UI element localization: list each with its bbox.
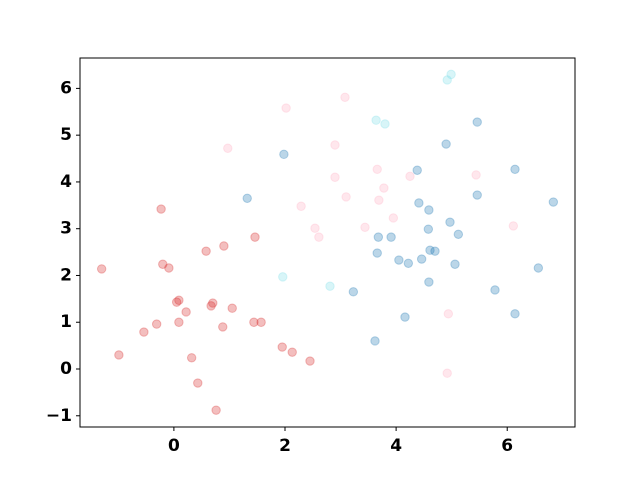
point [508, 221, 519, 231]
x-tick-label: 0 [168, 436, 180, 456]
point [227, 303, 237, 313]
point [174, 317, 184, 327]
point [379, 183, 389, 193]
point [403, 258, 414, 269]
point [374, 195, 384, 205]
point [533, 263, 544, 273]
point [305, 356, 315, 366]
point [442, 368, 452, 378]
point [249, 317, 259, 327]
point [472, 190, 482, 200]
y-tick-label: 3 [60, 219, 72, 239]
point [340, 92, 350, 102]
y-tick-label: −1 [46, 406, 72, 426]
point [510, 309, 520, 319]
point [219, 241, 229, 251]
point [373, 232, 384, 242]
point [372, 164, 382, 175]
point [186, 353, 197, 363]
point [325, 281, 335, 291]
point [443, 309, 454, 319]
point [424, 205, 434, 215]
x-tick-label: 4 [390, 436, 402, 456]
point [386, 232, 396, 242]
point [171, 297, 182, 307]
point [277, 342, 287, 352]
point [193, 378, 203, 388]
point [174, 295, 184, 305]
point [412, 165, 422, 175]
point [372, 248, 382, 258]
point [341, 192, 351, 202]
point [416, 254, 427, 264]
point [330, 172, 340, 182]
point [114, 350, 124, 360]
point [405, 171, 415, 182]
point [158, 259, 168, 269]
point [453, 229, 464, 240]
point [442, 75, 452, 85]
y-tick-label: 6 [60, 78, 72, 98]
point [445, 217, 455, 227]
point [208, 298, 218, 308]
point [370, 336, 380, 346]
point [281, 103, 291, 113]
point [446, 69, 456, 80]
point [388, 213, 399, 223]
y-tick-label: 5 [60, 125, 72, 145]
point [151, 319, 162, 329]
point [296, 201, 306, 211]
point [164, 263, 174, 273]
point [424, 277, 434, 287]
point [510, 164, 520, 175]
point [206, 301, 216, 311]
point [314, 232, 324, 242]
point [242, 193, 252, 204]
point [414, 198, 424, 208]
point [211, 405, 221, 415]
point [156, 204, 166, 214]
plot-frame [79, 57, 576, 428]
point [450, 259, 460, 269]
x-tick-label: 6 [501, 436, 513, 456]
point [400, 312, 410, 322]
point [380, 119, 390, 129]
point [423, 224, 434, 234]
point [472, 117, 482, 127]
point [471, 170, 481, 180]
point [348, 287, 359, 297]
point [490, 285, 500, 295]
point [181, 307, 191, 317]
point [430, 246, 440, 256]
point [96, 264, 107, 274]
point [279, 149, 289, 160]
point [223, 143, 233, 153]
x-tick-label: 2 [279, 436, 291, 456]
point [360, 222, 370, 233]
point [201, 246, 211, 256]
point [250, 232, 260, 242]
y-tick-label: 0 [60, 359, 72, 379]
point [548, 197, 559, 207]
point [371, 115, 381, 125]
y-tick-label: 1 [60, 312, 72, 332]
point [287, 347, 297, 357]
y-tick-label: 4 [60, 172, 72, 192]
point [278, 272, 288, 282]
point [394, 255, 404, 265]
point [139, 327, 149, 337]
point [330, 140, 340, 150]
point [310, 223, 320, 233]
point [256, 317, 266, 327]
point [441, 139, 451, 149]
y-tick-label: 2 [60, 265, 72, 285]
point [425, 245, 435, 255]
point [218, 322, 228, 332]
